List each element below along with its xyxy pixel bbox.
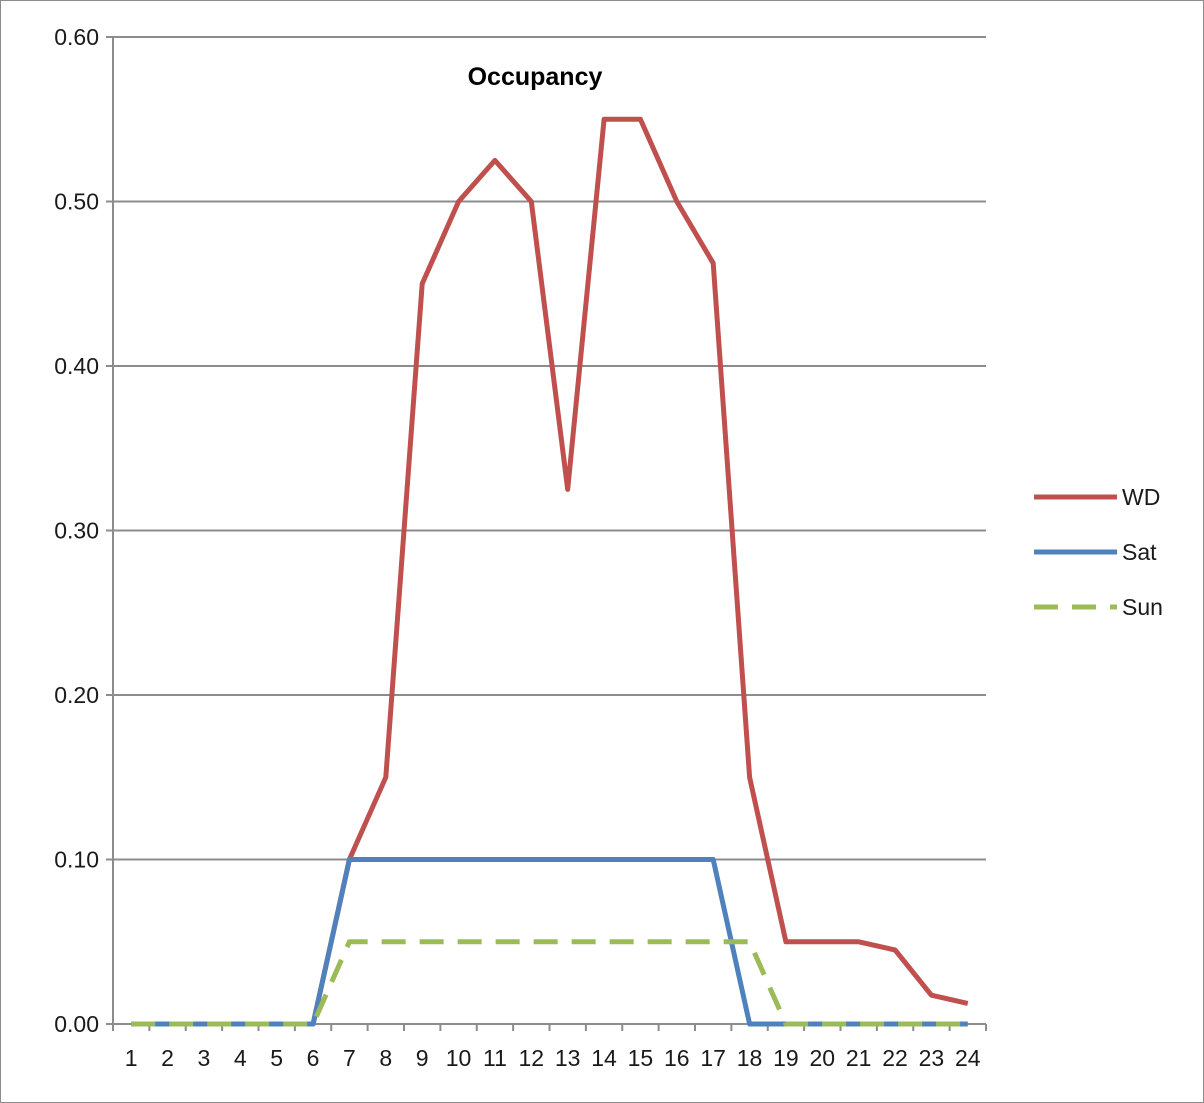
x-tick-label: 10 (446, 1045, 472, 1071)
x-tick-label: 19 (773, 1045, 799, 1071)
x-tick-label: 16 (664, 1045, 690, 1071)
legend-label-sun: Sun (1122, 594, 1163, 620)
x-tick-label: 4 (234, 1045, 247, 1071)
legend-label-wd: WD (1122, 484, 1160, 510)
x-tick-label: 13 (555, 1045, 581, 1071)
y-tick-label: 0.10 (54, 847, 99, 873)
x-tick-label: 23 (919, 1045, 945, 1071)
x-tick-label: 21 (846, 1045, 872, 1071)
series-lines (131, 116, 969, 1027)
x-tick-label: 8 (379, 1045, 392, 1071)
x-tick-label: 6 (307, 1045, 320, 1071)
x-tick-label: 7 (343, 1045, 356, 1071)
y-tick-label: 0.50 (54, 189, 99, 215)
series-line-wd (131, 116, 969, 1027)
x-tick-label: 11 (483, 1045, 507, 1071)
series-line-sun (131, 939, 968, 1027)
x-tick-label: 9 (416, 1045, 429, 1071)
gridlines (113, 36, 986, 861)
x-tick-label: 14 (591, 1045, 617, 1071)
x-tick-label: 22 (882, 1045, 908, 1071)
chart-title: Occupancy (468, 63, 603, 91)
y-tick-label: 0.30 (54, 518, 99, 544)
x-tick-label: 24 (955, 1045, 981, 1071)
y-tick-label: 0.20 (54, 682, 99, 708)
legend: WD Sat Sun (1034, 484, 1163, 620)
x-tick-label: 15 (628, 1045, 654, 1071)
axes: 0.000.100.200.300.400.500.601 2 3 4 5 6 7 8 9 10 1… (54, 24, 987, 1071)
x-tick-label: 5 (270, 1045, 283, 1071)
x-tick-label: 12 (519, 1045, 545, 1071)
legend-label-sat: Sat (1122, 539, 1157, 565)
y-tick-label: 0.40 (54, 353, 99, 379)
y-tick-label: 0.60 (54, 24, 99, 50)
x-tick-label: 2 (161, 1045, 174, 1071)
x-tick-label: 3 (198, 1045, 211, 1071)
x-tick-label: 20 (810, 1045, 836, 1071)
x-tick-label: 18 (737, 1045, 763, 1071)
x-tick-label: 17 (700, 1045, 726, 1071)
y-tick-label: 0.00 (54, 1011, 99, 1037)
x-tick-label: 1 (125, 1045, 138, 1071)
